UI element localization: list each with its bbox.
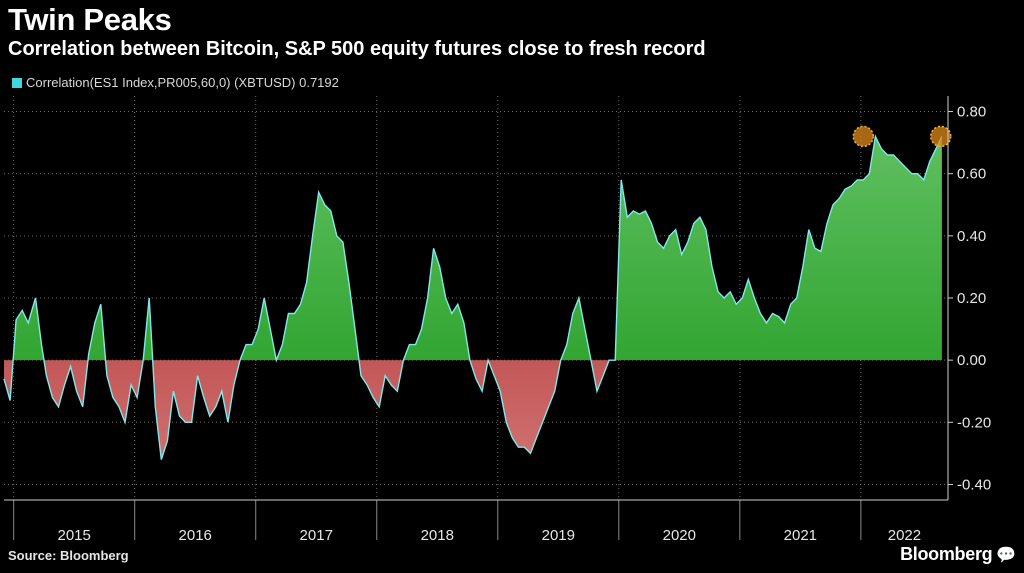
brand-logo: Bloomberg 💬 [900, 544, 1016, 565]
y-tick-label: 0.00 [957, 352, 986, 369]
x-tick-label: 2016 [179, 527, 212, 544]
brand-name: Bloomberg [900, 544, 993, 564]
y-tick-label: 0.20 [957, 290, 986, 307]
chart-subtitle: Correlation between Bitcoin, S&P 500 equ… [8, 38, 706, 60]
peak-marker [929, 125, 952, 148]
chat-bubble-icon: 💬 [996, 546, 1016, 564]
positive-area [13, 136, 942, 361]
x-tick-label: 2020 [663, 527, 696, 544]
chart-title: Twin Peaks [8, 2, 172, 37]
x-tick-label: 2021 [784, 527, 817, 544]
peak-highlights [852, 125, 952, 148]
negative-area [4, 360, 942, 460]
y-tick-label: 0.80 [957, 104, 986, 121]
y-tick-label: -0.40 [957, 476, 991, 493]
legend-swatch [12, 77, 22, 88]
x-tick-label: 2015 [58, 527, 91, 544]
area-fill [4, 136, 942, 460]
x-tick-label: 2017 [300, 527, 333, 544]
legend: Correlation(ES1 Index,PR005,60,0) (XBTUS… [12, 75, 339, 90]
source-note: Source: Bloomberg [8, 548, 129, 563]
y-tick-label: 0.40 [957, 228, 986, 245]
y-tick-label: 0.60 [957, 166, 986, 183]
grid [4, 96, 948, 500]
axes: -0.40 -0.20 0.00 0.20 0.40 0.60 0.80 2015 2016 20… [4, 96, 991, 544]
series-line [3, 134, 943, 460]
peak-marker [852, 125, 875, 148]
x-tick-label: 2018 [421, 527, 454, 544]
x-tick-label: 2019 [542, 527, 575, 544]
x-tick-label: 2022 [888, 527, 921, 544]
legend-label: Correlation(ES1 Index,PR005,60,0) (XBTUS… [26, 75, 339, 90]
y-tick-label: -0.20 [957, 414, 991, 431]
